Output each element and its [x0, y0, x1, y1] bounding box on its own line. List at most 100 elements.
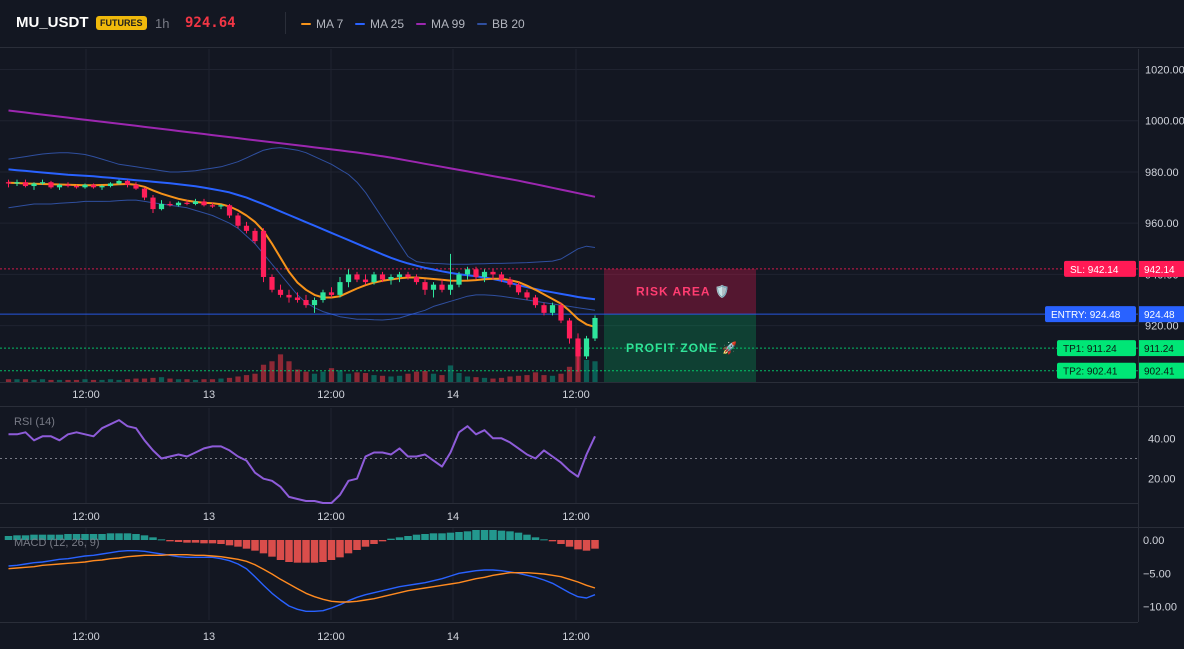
volume-bar: [490, 378, 496, 382]
macd-hist-bar: [446, 532, 455, 540]
macd-hist-bar: [55, 534, 64, 540]
macd-hist-bar: [4, 536, 13, 540]
candle-body: [566, 320, 573, 339]
macd-hist-bar: [115, 533, 123, 540]
volume-bar: [116, 379, 122, 382]
macd-hist-bar: [387, 538, 395, 540]
rsi-line: [8, 419, 596, 504]
price-tick-label: 1000.00: [1145, 116, 1184, 128]
candle-body: [22, 182, 29, 187]
volume-bar: [345, 373, 352, 382]
candle-body: [532, 297, 539, 306]
volume-bar: [158, 377, 165, 382]
legend-bb20[interactable]: BB 20: [477, 17, 525, 31]
macd-hist-bar: [140, 535, 149, 540]
legend-ma7[interactable]: MA 7: [301, 17, 343, 31]
macd-hist-bar: [174, 540, 183, 542]
candle-body: [56, 184, 63, 188]
trade-zones: RISK AREA 🛡️PROFIT ZONE 🚀: [604, 268, 756, 382]
volume-bar: [31, 379, 37, 382]
rsi-tick-label: 20.00: [1148, 474, 1176, 486]
price-grid: [0, 49, 1138, 382]
volume-bar: [235, 376, 241, 382]
volume-bar: [141, 378, 148, 382]
rsi-title: RSI (14): [14, 416, 55, 428]
candle-body: [345, 274, 352, 283]
stop-loss-label: SL: 942.14: [1070, 265, 1119, 276]
macd-hist-bar: [531, 537, 540, 540]
macd-hist-bar: [251, 540, 259, 551]
volume-bar: [524, 375, 530, 382]
macd-hist-bar: [166, 540, 174, 542]
candle-body: [116, 180, 122, 184]
volume-bar: [422, 370, 428, 382]
candle-body: [541, 305, 547, 313]
candle-body: [294, 297, 301, 301]
legend-ma7-label: MA 7: [316, 17, 344, 31]
candle-body: [371, 274, 377, 283]
volume-bar: [48, 379, 54, 382]
time-tick-label: 13: [203, 631, 215, 643]
volume-bar: [558, 373, 564, 382]
macd-hist-bar: [429, 533, 438, 540]
macd-hist-bar: [268, 540, 276, 557]
volume-bar: [447, 365, 454, 382]
last-price: 924.64: [185, 15, 236, 31]
volume-bar: [430, 373, 437, 382]
legend-ma99[interactable]: MA 99: [416, 17, 465, 31]
macd-hist-bar: [582, 540, 591, 551]
volume-bar: [22, 379, 29, 382]
macd-hist-bar: [319, 540, 327, 562]
header-divider: [285, 12, 286, 34]
ma99-swatch: [416, 23, 426, 25]
candle-body: [82, 184, 88, 188]
ma25-line: [8, 168, 596, 301]
macd-hist-bar: [72, 534, 81, 540]
volume-bar: [39, 379, 46, 382]
macd-hist-bar: [302, 540, 310, 563]
macd-hist-bar: [200, 540, 208, 544]
time-tick-label: 13: [203, 389, 215, 401]
candle-body: [235, 215, 241, 226]
volume-bar: [515, 375, 522, 382]
level-axis-value: 911.24: [1144, 344, 1174, 355]
volume-bar: [65, 379, 71, 382]
volume-bar: [252, 373, 258, 382]
ma25-swatch: [355, 23, 365, 25]
timeframe-label[interactable]: 1h: [155, 16, 170, 31]
legend-bb20-label: BB 20: [492, 17, 525, 31]
macd-hist-bar: [395, 537, 404, 540]
tp2-label-bg: [1057, 362, 1136, 379]
candle-body: [209, 205, 216, 207]
time-tick-label: 14: [447, 389, 459, 401]
macd-signal-line: [8, 554, 596, 603]
macd-hist-bar: [89, 534, 98, 540]
chart-header: MU_USDT FUTURES 1h 924.64 MA 7 MA 25 MA …: [0, 0, 1184, 48]
macd-hist-bar: [310, 540, 319, 563]
rsi-tick-label: 40.00: [1148, 433, 1176, 445]
candle-body: [515, 284, 522, 293]
legend-ma25[interactable]: MA 25: [355, 17, 404, 31]
rsi-pane: 40.00 20.00 RSI (14) 12:00 13 12:00 14 12:00: [0, 408, 1176, 523]
stop-loss-label-axis-bg: [1139, 260, 1184, 277]
candle-body: [498, 274, 505, 280]
macd-hist-bar: [472, 530, 480, 540]
volume-bar: [277, 354, 284, 382]
candle-body: [226, 205, 233, 216]
volume-bar: [507, 376, 513, 382]
symbol-name[interactable]: MU_USDT: [16, 14, 89, 31]
time-tick-label: 12:00: [562, 631, 590, 643]
macd-hist-bar: [557, 540, 565, 544]
volume-bar: [150, 377, 156, 382]
volume-bar: [82, 379, 88, 382]
candle-body: [99, 186, 105, 188]
price-tick-label: 960.00: [1145, 218, 1179, 230]
macd-hist-bar: [361, 540, 370, 547]
macd-hist-bar: [149, 537, 157, 540]
tp2-label: TP2: 902.41: [1063, 367, 1118, 378]
candle-body: [303, 300, 309, 306]
volume-bar: [260, 364, 267, 382]
macd-hist-bar: [38, 534, 47, 540]
macd-hist-bar: [497, 530, 506, 540]
